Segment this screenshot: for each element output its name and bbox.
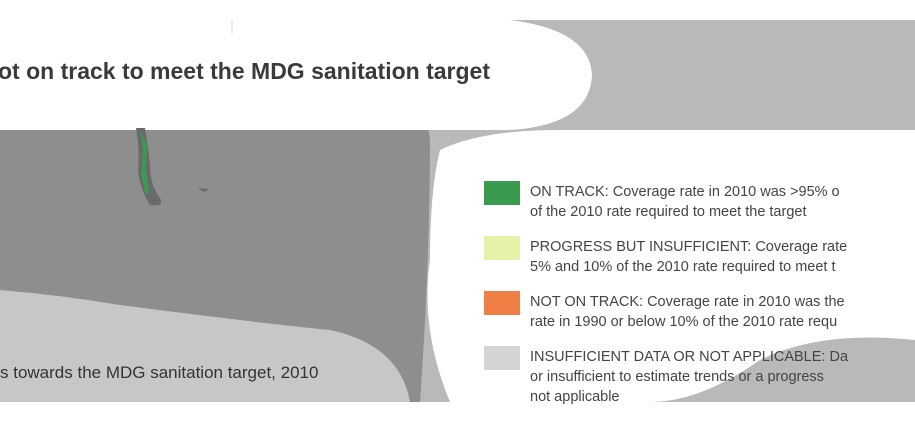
legend-text: 5% and 10% of the 2010 rate required to … bbox=[530, 259, 836, 275]
caption-panel bbox=[0, 290, 410, 402]
legend-text: not applicable bbox=[530, 389, 620, 405]
legend-swatch bbox=[484, 346, 520, 370]
legend-text: or insufficient to estimate trends or a … bbox=[530, 369, 824, 385]
legend-swatch bbox=[484, 291, 520, 315]
title-panel bbox=[0, 20, 592, 130]
legend-swatch bbox=[484, 181, 520, 205]
legend-swatch bbox=[484, 236, 520, 260]
land-on-track bbox=[140, 130, 149, 195]
legend: ON TRACK: Coverage rate in 2010 was >95%… bbox=[484, 181, 849, 405]
legend-text: rate in 1990 or below 10% of the 2010 ra… bbox=[530, 314, 837, 330]
legend-text: INSUFFICIENT DATA OR NOT APPLICABLE: Da bbox=[530, 349, 849, 365]
title: ot on track to meet the MDG sanitation t… bbox=[0, 58, 490, 84]
island bbox=[198, 188, 210, 192]
legend-text: PROGRESS BUT INSUFFICIENT: Coverage rate bbox=[530, 239, 847, 255]
caption: s towards the MDG sanitation target, 201… bbox=[0, 363, 318, 382]
legend-text: NOT ON TRACK: Coverage rate in 2010 was … bbox=[530, 294, 845, 310]
legend-panel bbox=[427, 130, 915, 402]
land bbox=[136, 128, 162, 206]
legend-text: ON TRACK: Coverage rate in 2010 was >95%… bbox=[530, 184, 840, 200]
legend-text: of the 2010 rate required to meet the ta… bbox=[530, 204, 806, 220]
